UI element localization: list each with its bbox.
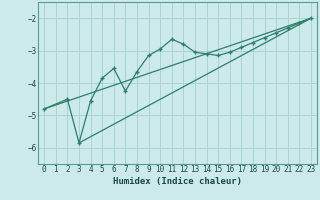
X-axis label: Humidex (Indice chaleur): Humidex (Indice chaleur) [113,177,242,186]
